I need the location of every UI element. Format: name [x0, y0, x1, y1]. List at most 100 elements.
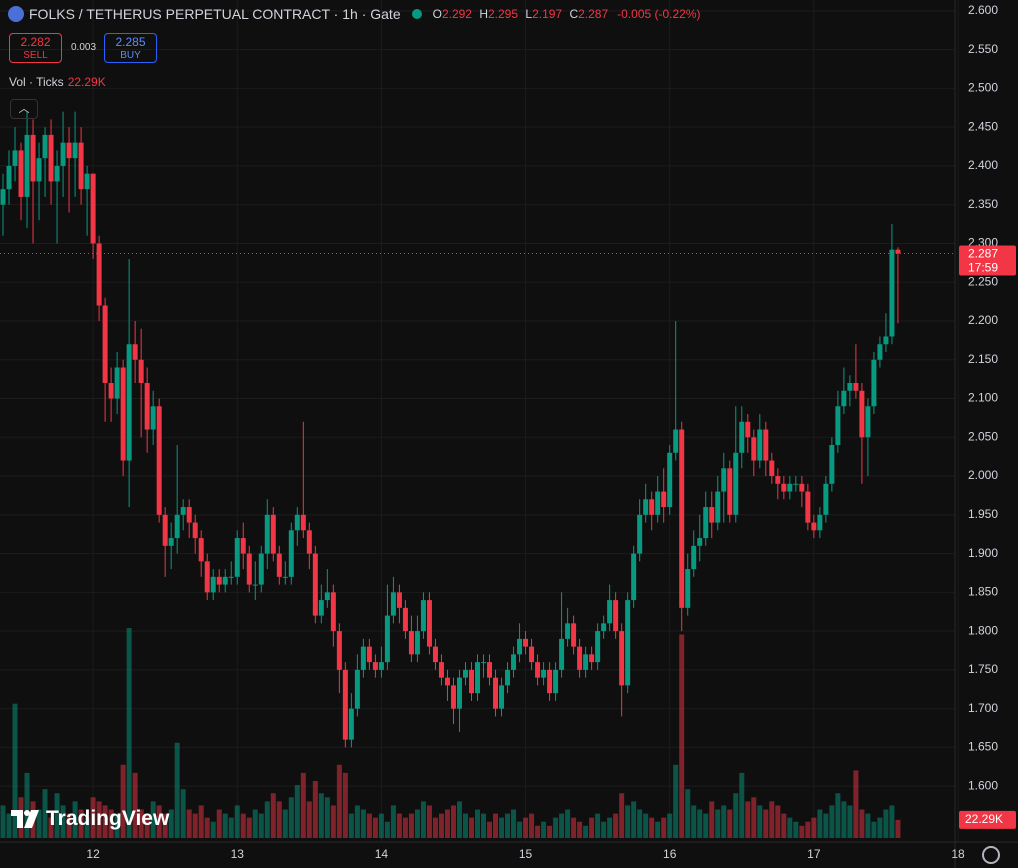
candle-body — [667, 452, 673, 508]
volume-bar — [36, 809, 42, 838]
candle-body — [721, 468, 727, 492]
sell-button[interactable]: 2.282 SELL — [9, 33, 62, 63]
candle-body — [138, 359, 144, 384]
volume-bar — [258, 813, 264, 838]
volume-bar — [162, 813, 168, 838]
volume-bar — [372, 817, 378, 838]
y-tick-label: 2.000 — [968, 468, 998, 482]
y-tick-label: 2.450 — [968, 119, 998, 133]
candle-body — [697, 538, 703, 546]
ohlc-key: L — [525, 7, 533, 21]
candle-body — [889, 249, 895, 337]
volume-bar — [390, 805, 396, 838]
volume-bar — [805, 821, 811, 838]
buy-price: 2.285 — [115, 35, 146, 49]
volume-bar — [655, 821, 661, 838]
volume-bar — [553, 817, 559, 838]
candle-body — [709, 507, 715, 523]
volume-bar — [799, 825, 805, 838]
candle-body — [66, 142, 72, 159]
candle-body — [108, 383, 114, 399]
volume-bar — [631, 801, 637, 838]
volume-bar — [120, 764, 126, 838]
volume-bar — [318, 793, 324, 838]
candle-body — [493, 677, 499, 709]
volume-bar — [595, 813, 601, 838]
candle-body — [583, 654, 589, 670]
volume-bar — [667, 813, 673, 838]
volume-bar — [529, 813, 535, 838]
volume-bar — [817, 809, 823, 838]
y-tick-label: 2.600 — [968, 3, 998, 17]
candle-body — [517, 638, 523, 655]
volume-bar — [847, 805, 853, 838]
candle-body — [655, 491, 661, 515]
volume-bar — [607, 817, 613, 838]
candle-body — [360, 646, 366, 670]
candle-body — [114, 367, 120, 399]
candle-body — [246, 553, 252, 585]
x-tick-label: 12 — [86, 847, 100, 861]
collapse-button[interactable]: ︿ — [10, 99, 38, 119]
candle-body — [871, 359, 877, 407]
volume-bar — [481, 813, 487, 838]
candle-body — [523, 638, 529, 647]
candle-body — [541, 669, 547, 678]
y-tick-label: 2.250 — [968, 274, 998, 288]
candle-body — [90, 173, 96, 244]
volume-bar — [138, 809, 144, 838]
x-tick-label: 15 — [519, 847, 533, 861]
candle-body — [342, 669, 348, 740]
volume-bar — [523, 817, 529, 838]
candle-body — [72, 142, 78, 159]
x-tick-label: 14 — [375, 847, 389, 861]
candle-body — [661, 491, 667, 508]
volume-bar — [456, 801, 462, 838]
ohlc-value: 2.287 — [578, 7, 609, 21]
candle-body — [150, 406, 156, 430]
candle-body — [312, 553, 318, 616]
candle-body — [18, 150, 24, 197]
volume-bar — [252, 809, 258, 838]
candle-body — [36, 158, 42, 182]
volume-bar — [649, 817, 655, 838]
volume-bar — [775, 805, 781, 838]
buy-button[interactable]: 2.285 BUY — [104, 33, 157, 63]
y-tick-label: 2.500 — [968, 81, 998, 95]
volume-bar — [541, 821, 547, 838]
candle-body — [643, 499, 649, 515]
volume-bar — [835, 793, 841, 838]
candle-body — [529, 646, 535, 663]
candle-body — [487, 662, 493, 678]
volume-bar — [475, 809, 480, 838]
symbol-title[interactable]: FOLKS / TETHERUS PERPETUAL CONTRACT · 1h… — [29, 6, 401, 22]
volume-bar — [547, 825, 553, 838]
volume-bar — [0, 805, 6, 838]
candle-body — [456, 677, 462, 709]
candle-body — [306, 530, 312, 554]
candle-body — [330, 592, 336, 632]
candle-body — [420, 600, 426, 632]
volume-bar — [727, 809, 733, 838]
volume-bar — [559, 813, 565, 838]
volume-bar — [613, 813, 619, 838]
candle-body — [390, 592, 396, 616]
countdown-label: 17:59 — [968, 261, 998, 275]
volume-bar — [6, 813, 12, 838]
candle-body — [505, 669, 511, 686]
candle-body — [282, 576, 288, 578]
candle-body — [589, 654, 595, 663]
candle-body — [180, 507, 186, 515]
candle-body — [775, 476, 781, 484]
volume-bar — [625, 805, 631, 838]
sell-price: 2.282 — [20, 35, 51, 49]
volume-bar — [72, 801, 78, 838]
volume-bar — [114, 813, 120, 838]
candle-body — [613, 600, 619, 632]
volume-bar — [282, 809, 288, 838]
settings-button[interactable] — [982, 846, 1000, 864]
candle-body — [210, 576, 216, 593]
candle-body — [607, 600, 613, 624]
candle-body — [601, 623, 607, 632]
